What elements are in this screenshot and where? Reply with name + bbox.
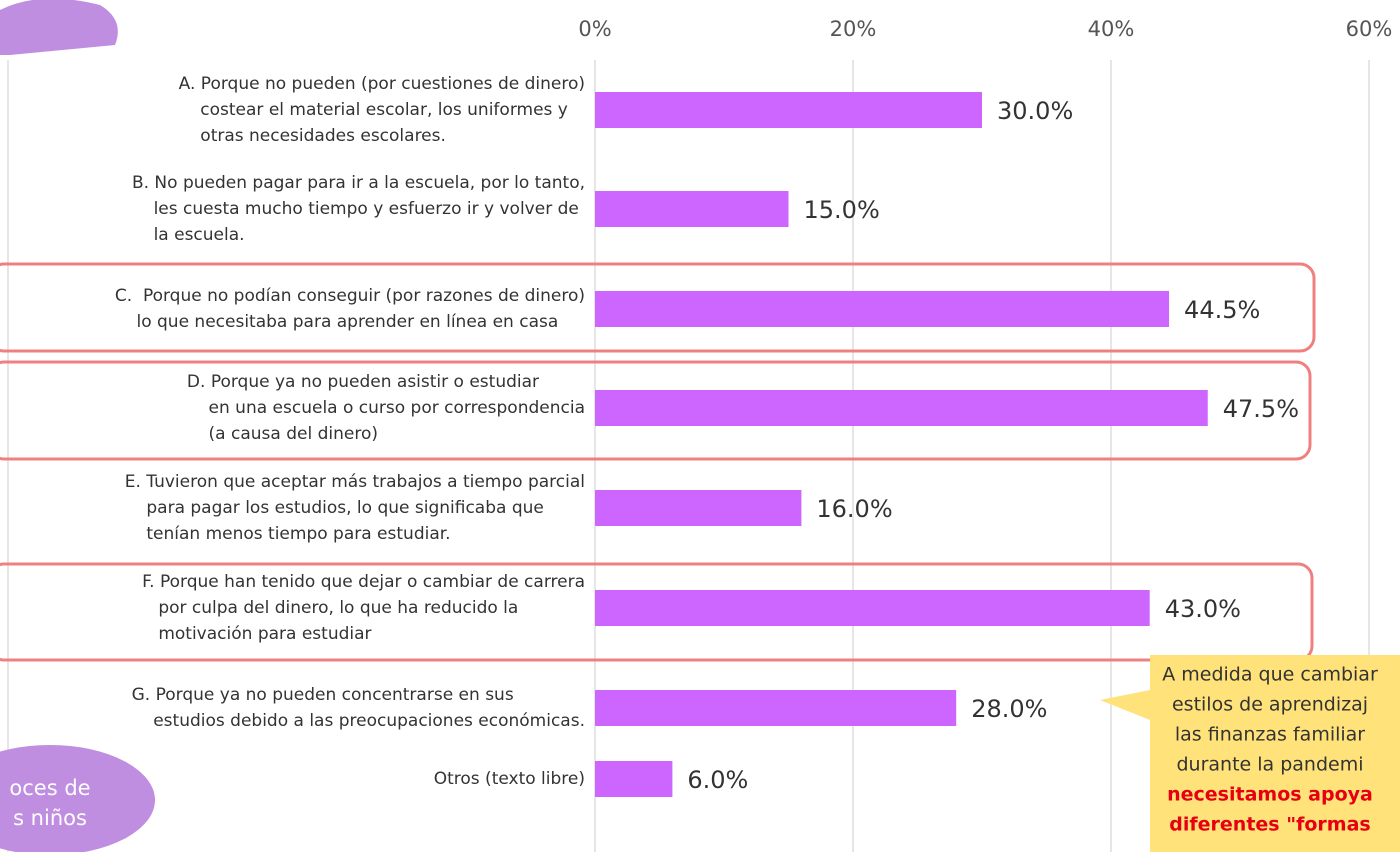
bar — [595, 390, 1208, 426]
category-label: G. Porque ya no pueden concentrarse en s… — [131, 685, 585, 731]
highlight-box — [0, 562, 1314, 662]
value-label: 15.0% — [804, 196, 880, 224]
badge-text: s niños — [13, 806, 87, 830]
bar — [595, 92, 982, 128]
x-tick-label: 20% — [830, 17, 877, 41]
highlight-box — [0, 262, 1316, 353]
bar — [595, 761, 673, 797]
callout-text: estilos de aprendizaj — [1172, 694, 1368, 716]
bar — [595, 490, 802, 526]
category-label: D. Porque ya no pueden asistir o estudia… — [186, 372, 585, 444]
x-tick-label: 0% — [578, 17, 611, 41]
category-label: E. Tuvieron que aceptar más trabajos a t… — [124, 472, 585, 544]
x-tick-label: 60% — [1346, 17, 1393, 41]
value-label: 28.0% — [971, 695, 1047, 723]
callout-text: A medida que cambiar — [1162, 664, 1378, 686]
category-label: A. Porque no pueden (por cuestiones de d… — [178, 74, 585, 146]
category-label: C. Porque no podían conseguir (por razon… — [114, 286, 585, 332]
bar — [595, 191, 789, 227]
value-label: 44.5% — [1184, 296, 1260, 324]
value-label: 43.0% — [1165, 595, 1241, 623]
bar — [595, 291, 1170, 327]
bar — [595, 590, 1150, 626]
decor-shape — [0, 0, 118, 55]
highlight-box — [0, 360, 1312, 461]
badge-text: oces de — [9, 776, 90, 800]
category-label: B. No pueden pagar para ir a la escuela,… — [131, 173, 585, 245]
value-label: 47.5% — [1223, 395, 1299, 423]
bar — [595, 690, 957, 726]
badge — [0, 745, 155, 852]
category-label: F. Porque han tenido que dejar o cambiar… — [142, 572, 585, 644]
callout-text: necesitamos apoya — [1167, 784, 1373, 806]
value-label: 6.0% — [687, 766, 748, 794]
x-tick-label: 40% — [1088, 17, 1135, 41]
callout-box — [1100, 655, 1400, 852]
value-label: 16.0% — [816, 495, 892, 523]
callout-text: durante la pandemi — [1176, 754, 1363, 776]
callout-text: diferentes "formas — [1169, 814, 1370, 836]
category-label: Otros (texto libre) — [433, 769, 585, 789]
callout-text: las finanzas familiar — [1175, 724, 1365, 746]
value-label: 30.0% — [997, 97, 1073, 125]
